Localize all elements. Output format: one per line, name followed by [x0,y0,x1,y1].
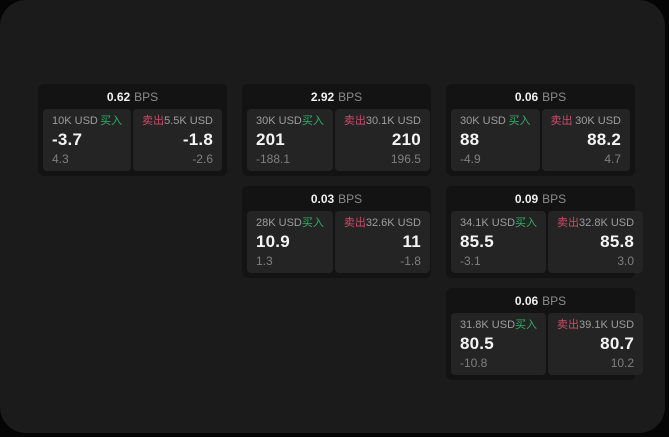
sell-amount: 30K USD [575,115,621,127]
sell-change: 3.0 [617,254,635,268]
buy-amount: 30K USD [460,115,506,127]
buy-panel[interactable]: 34.1K USD 买入 85.5 -3.1 [451,211,547,273]
buy-amount: 31.8K USD [460,319,516,331]
card-body: 30K USD 买入 88 -4.9 卖出 30K USD 88.2 4.7 [446,109,635,176]
card-body: 31.8K USD 买入 80.5 -10.8 卖出 39.1K USD 80.… [446,313,644,380]
buy-panel[interactable]: 28K USD 买入 10.9 1.3 [247,211,333,273]
card-header: 0.62 BPS [38,84,227,109]
buy-panel[interactable]: 31.8K USD 买入 80.5 -10.8 [451,313,547,375]
buy-amount: 30K USD [256,115,302,127]
buy-label: 买入 [100,115,123,127]
sell-change: 10.2 [610,356,635,370]
sell-panel[interactable]: 卖出 39.1K USD 80.7 10.2 [548,313,644,375]
sell-price: 11 [402,232,421,251]
buy-price: 10.9 [256,232,290,251]
sell-panel[interactable]: 卖出 30.1K USD 210 196.5 [334,109,430,171]
sell-label: 卖出 [557,217,580,229]
buy-label: 买入 [301,217,324,229]
buy-label: 买入 [515,319,538,331]
buy-price: 80.5 [460,334,494,353]
sell-amount: 32.6K USD [365,217,421,229]
buy-amount: 10K USD [52,115,98,127]
quote-card: 0.03 BPS 28K USD 买入 10.9 1.3 卖出 32.6K US… [242,186,431,278]
buy-change: -3.1 [460,254,481,268]
sell-label: 卖出 [343,115,366,127]
bps-unit: BPS [542,293,567,308]
sell-panel[interactable]: 卖出 30K USD 88.2 4.7 [541,109,630,171]
bps-unit: BPS [338,191,363,206]
buy-panel[interactable]: 30K USD 买入 88 -4.9 [451,109,540,171]
buy-price: 85.5 [460,232,494,251]
card-body: 30K USD 买入 201 -188.1 卖出 30.1K USD 210 1… [242,109,431,176]
buy-amount: 28K USD [256,217,302,229]
card-body: 10K USD 买入 -3.7 4.3 卖出 5.5K USD -1.8 -2.… [38,109,227,176]
sell-price: 80.7 [600,334,635,353]
sell-panel[interactable]: 卖出 32.6K USD 11 -1.8 [334,211,430,273]
sell-amount: 30.1K USD [365,115,421,127]
card-header: 0.06 BPS [446,84,635,109]
card-header: 2.92 BPS [242,84,431,109]
bps-value: 0.09 [514,191,539,206]
buy-amount: 34.1K USD [460,217,516,229]
sell-price: 88.2 [587,130,621,149]
sell-panel[interactable]: 卖出 32.8K USD 85.8 3.0 [548,211,644,273]
sell-label: 卖出 [557,319,580,331]
buy-change: 4.3 [52,152,69,166]
sell-price: -1.8 [182,130,213,149]
sell-panel[interactable]: 卖出 5.5K USD -1.8 -2.6 [133,109,222,171]
card-header: 0.09 BPS [446,186,635,211]
buy-change: 1.3 [256,254,273,268]
buy-panel[interactable]: 30K USD 买入 201 -188.1 [247,109,333,171]
sell-amount: 32.8K USD [579,217,635,229]
buy-change: -188.1 [256,152,291,166]
buy-panel[interactable]: 10K USD 买入 -3.7 4.3 [43,109,132,171]
buy-price: 88 [460,130,480,149]
sell-change: 196.5 [390,152,421,166]
buy-price: -3.7 [52,130,83,149]
bps-value: 0.62 [106,89,131,104]
sell-price: 210 [391,130,421,149]
bps-value: 0.03 [310,191,335,206]
bps-value: 2.92 [310,89,335,104]
quote-card: 0.09 BPS 34.1K USD 买入 85.5 -3.1 卖出 32.8K… [446,186,644,278]
sell-change: -2.6 [192,152,213,166]
sell-label: 卖出 [142,115,165,127]
buy-label: 买入 [301,115,324,127]
buy-change: -4.9 [460,152,481,166]
card-body: 34.1K USD 买入 85.5 -3.1 卖出 32.8K USD 85.8… [446,211,644,278]
sell-label: 卖出 [550,115,573,127]
buy-change: -10.8 [460,356,488,370]
card-header: 0.06 BPS [446,288,635,313]
buy-price: 201 [256,130,285,149]
sell-label: 卖出 [343,217,366,229]
sell-amount: 5.5K USD [164,115,213,127]
bps-unit: BPS [338,89,363,104]
sell-price: 85.8 [600,232,635,251]
sell-change: 4.7 [604,152,621,166]
bps-unit: BPS [542,191,567,206]
bps-value: 0.06 [514,89,539,104]
buy-label: 买入 [515,217,538,229]
bps-value: 0.06 [514,293,539,308]
card-body: 28K USD 买入 10.9 1.3 卖出 32.6K USD 11 -1.8 [242,211,431,278]
quote-card: 0.06 BPS 31.8K USD 买入 80.5 -10.8 卖出 39.1… [446,288,644,380]
quote-card: 0.62 BPS 10K USD 买入 -3.7 4.3 卖出 5.5K USD… [38,84,227,176]
buy-label: 买入 [508,115,531,127]
bps-unit: BPS [134,89,159,104]
sell-amount: 39.1K USD [579,319,635,331]
bps-unit: BPS [542,89,567,104]
card-header: 0.03 BPS [242,186,431,211]
quote-card: 0.06 BPS 30K USD 买入 88 -4.9 卖出 30K USD 8… [446,84,635,176]
quote-card: 2.92 BPS 30K USD 买入 201 -188.1 卖出 30.1K … [242,84,431,176]
sell-change: -1.8 [400,254,421,268]
